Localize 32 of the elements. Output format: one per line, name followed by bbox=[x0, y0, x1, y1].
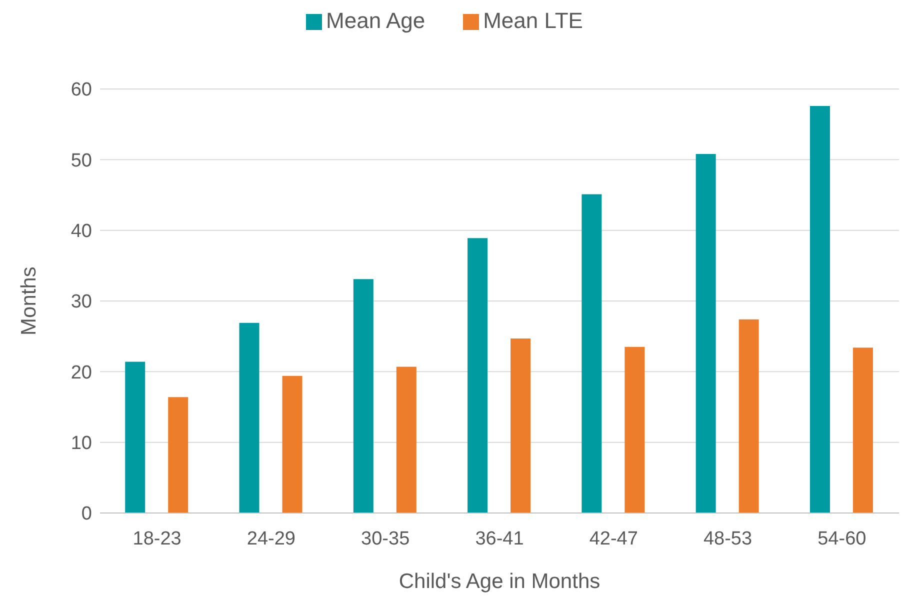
bar bbox=[353, 279, 374, 513]
legend-label: Mean LTE bbox=[483, 8, 583, 33]
bar bbox=[624, 346, 645, 513]
y-tick-label: 10 bbox=[70, 433, 92, 454]
y-tick-label: 40 bbox=[70, 221, 92, 242]
y-tick-label: 0 bbox=[81, 504, 92, 525]
bar bbox=[696, 154, 716, 513]
bar bbox=[125, 362, 146, 513]
x-tick-label: 18-23 bbox=[132, 528, 182, 550]
y-tick-label: 30 bbox=[70, 292, 92, 313]
bar bbox=[168, 397, 188, 513]
x-tick-label: 36-41 bbox=[475, 528, 524, 550]
y-tick-label: 50 bbox=[70, 150, 92, 172]
bar bbox=[282, 376, 302, 513]
bar bbox=[239, 322, 260, 513]
x-tick-label: 42-47 bbox=[589, 528, 638, 550]
x-tick-label: 48-53 bbox=[703, 528, 752, 550]
bar bbox=[396, 366, 416, 513]
x-tick-label: 24-29 bbox=[246, 528, 296, 550]
y-axis-title: Months bbox=[17, 266, 40, 336]
bar bbox=[810, 106, 830, 513]
bar bbox=[582, 194, 602, 513]
bar bbox=[510, 338, 531, 513]
bar bbox=[738, 319, 759, 513]
x-tick-label: 30-35 bbox=[361, 528, 410, 550]
y-tick-label: 60 bbox=[70, 80, 92, 101]
x-tick-label: 54-60 bbox=[818, 528, 866, 550]
bar bbox=[852, 348, 873, 513]
x-axis-title: Child's Age in Months bbox=[398, 570, 600, 593]
legend-label: Mean Age bbox=[326, 8, 426, 33]
y-tick-label: 20 bbox=[70, 362, 92, 384]
bar bbox=[468, 238, 488, 513]
